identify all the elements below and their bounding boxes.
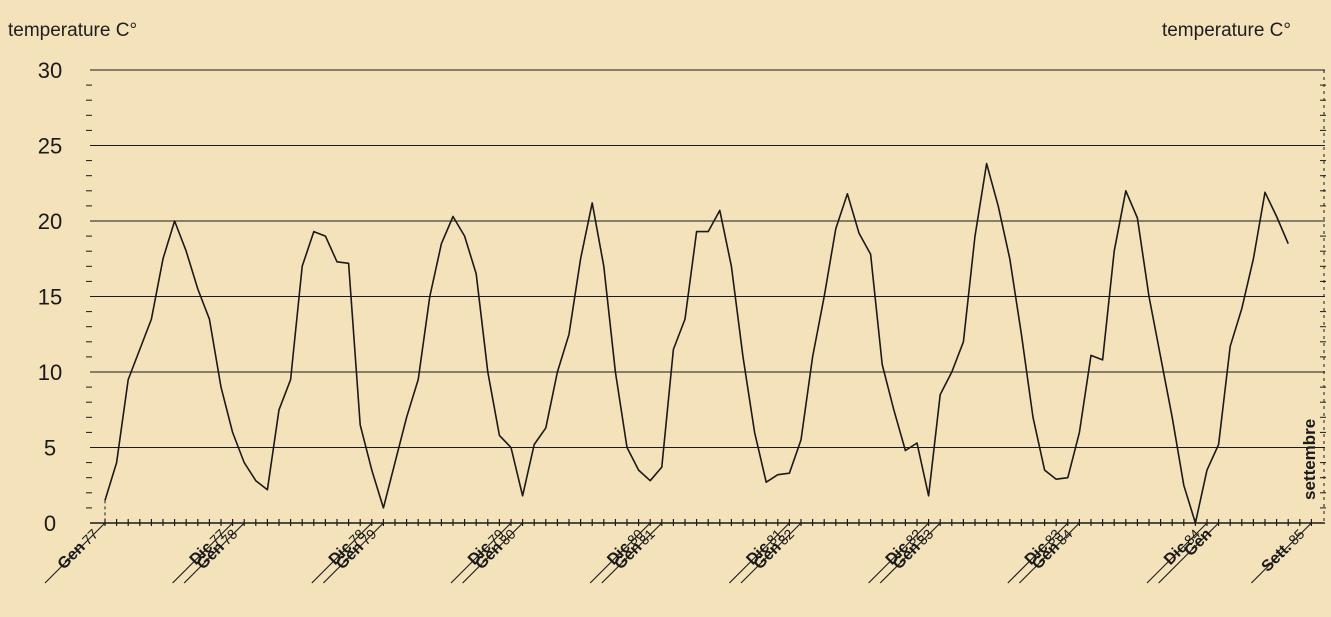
x-label-leader (311, 522, 373, 584)
x-label-leader (868, 522, 929, 584)
y-tick-layer: 0 5 10 15 20 25 30 (38, 58, 62, 536)
y-tick-label: 30 (38, 58, 62, 83)
x-label-leader (1251, 522, 1312, 584)
x-label-leader (462, 522, 523, 584)
x-label-leader (1146, 522, 1208, 584)
y-tick-label: 0 (44, 511, 56, 536)
x-label-leader (729, 522, 790, 584)
y-axis-label-right: temperature C° (1161, 20, 1291, 41)
temperature-series-line (104, 162, 1289, 524)
x-label-leader (1007, 522, 1069, 584)
x-tick-label: Sett.85 (1259, 526, 1309, 576)
minor-tick-layer (86, 84, 1326, 509)
x-label-sett-85: Sett.85 (1251, 522, 1312, 584)
y-tick-label: 20 (38, 209, 62, 234)
x-label-leader (450, 522, 512, 584)
right-annotation-settembre: settembre (1300, 419, 1319, 500)
x-label-leader (183, 522, 245, 584)
y-tick-label: 25 (38, 134, 62, 159)
x-label-leader (1158, 522, 1219, 584)
x-label-leader (879, 522, 941, 584)
x-label-leader (1019, 522, 1080, 584)
x-label-leader (323, 522, 384, 584)
y-tick-label: 10 (38, 360, 62, 385)
y-tick-label: 15 (38, 285, 62, 310)
x-label-dic-83: Dic83 (1007, 522, 1069, 584)
x-tick-layer: Gen77Dic77Gen78Dic78Gen79Dic79Gen80Dic80… (44, 519, 1313, 584)
x-label-leader (589, 522, 651, 584)
x-tick-label: Gen77 (55, 526, 102, 573)
y-tick-label: 5 (44, 436, 56, 461)
x-label-leader (601, 522, 663, 584)
x-label-leader (740, 522, 802, 584)
grid-layer (90, 69, 1325, 524)
x-label-leader (172, 522, 233, 584)
x-label-leader (44, 522, 106, 584)
y-axis-label-left: temperature C° (8, 20, 138, 41)
